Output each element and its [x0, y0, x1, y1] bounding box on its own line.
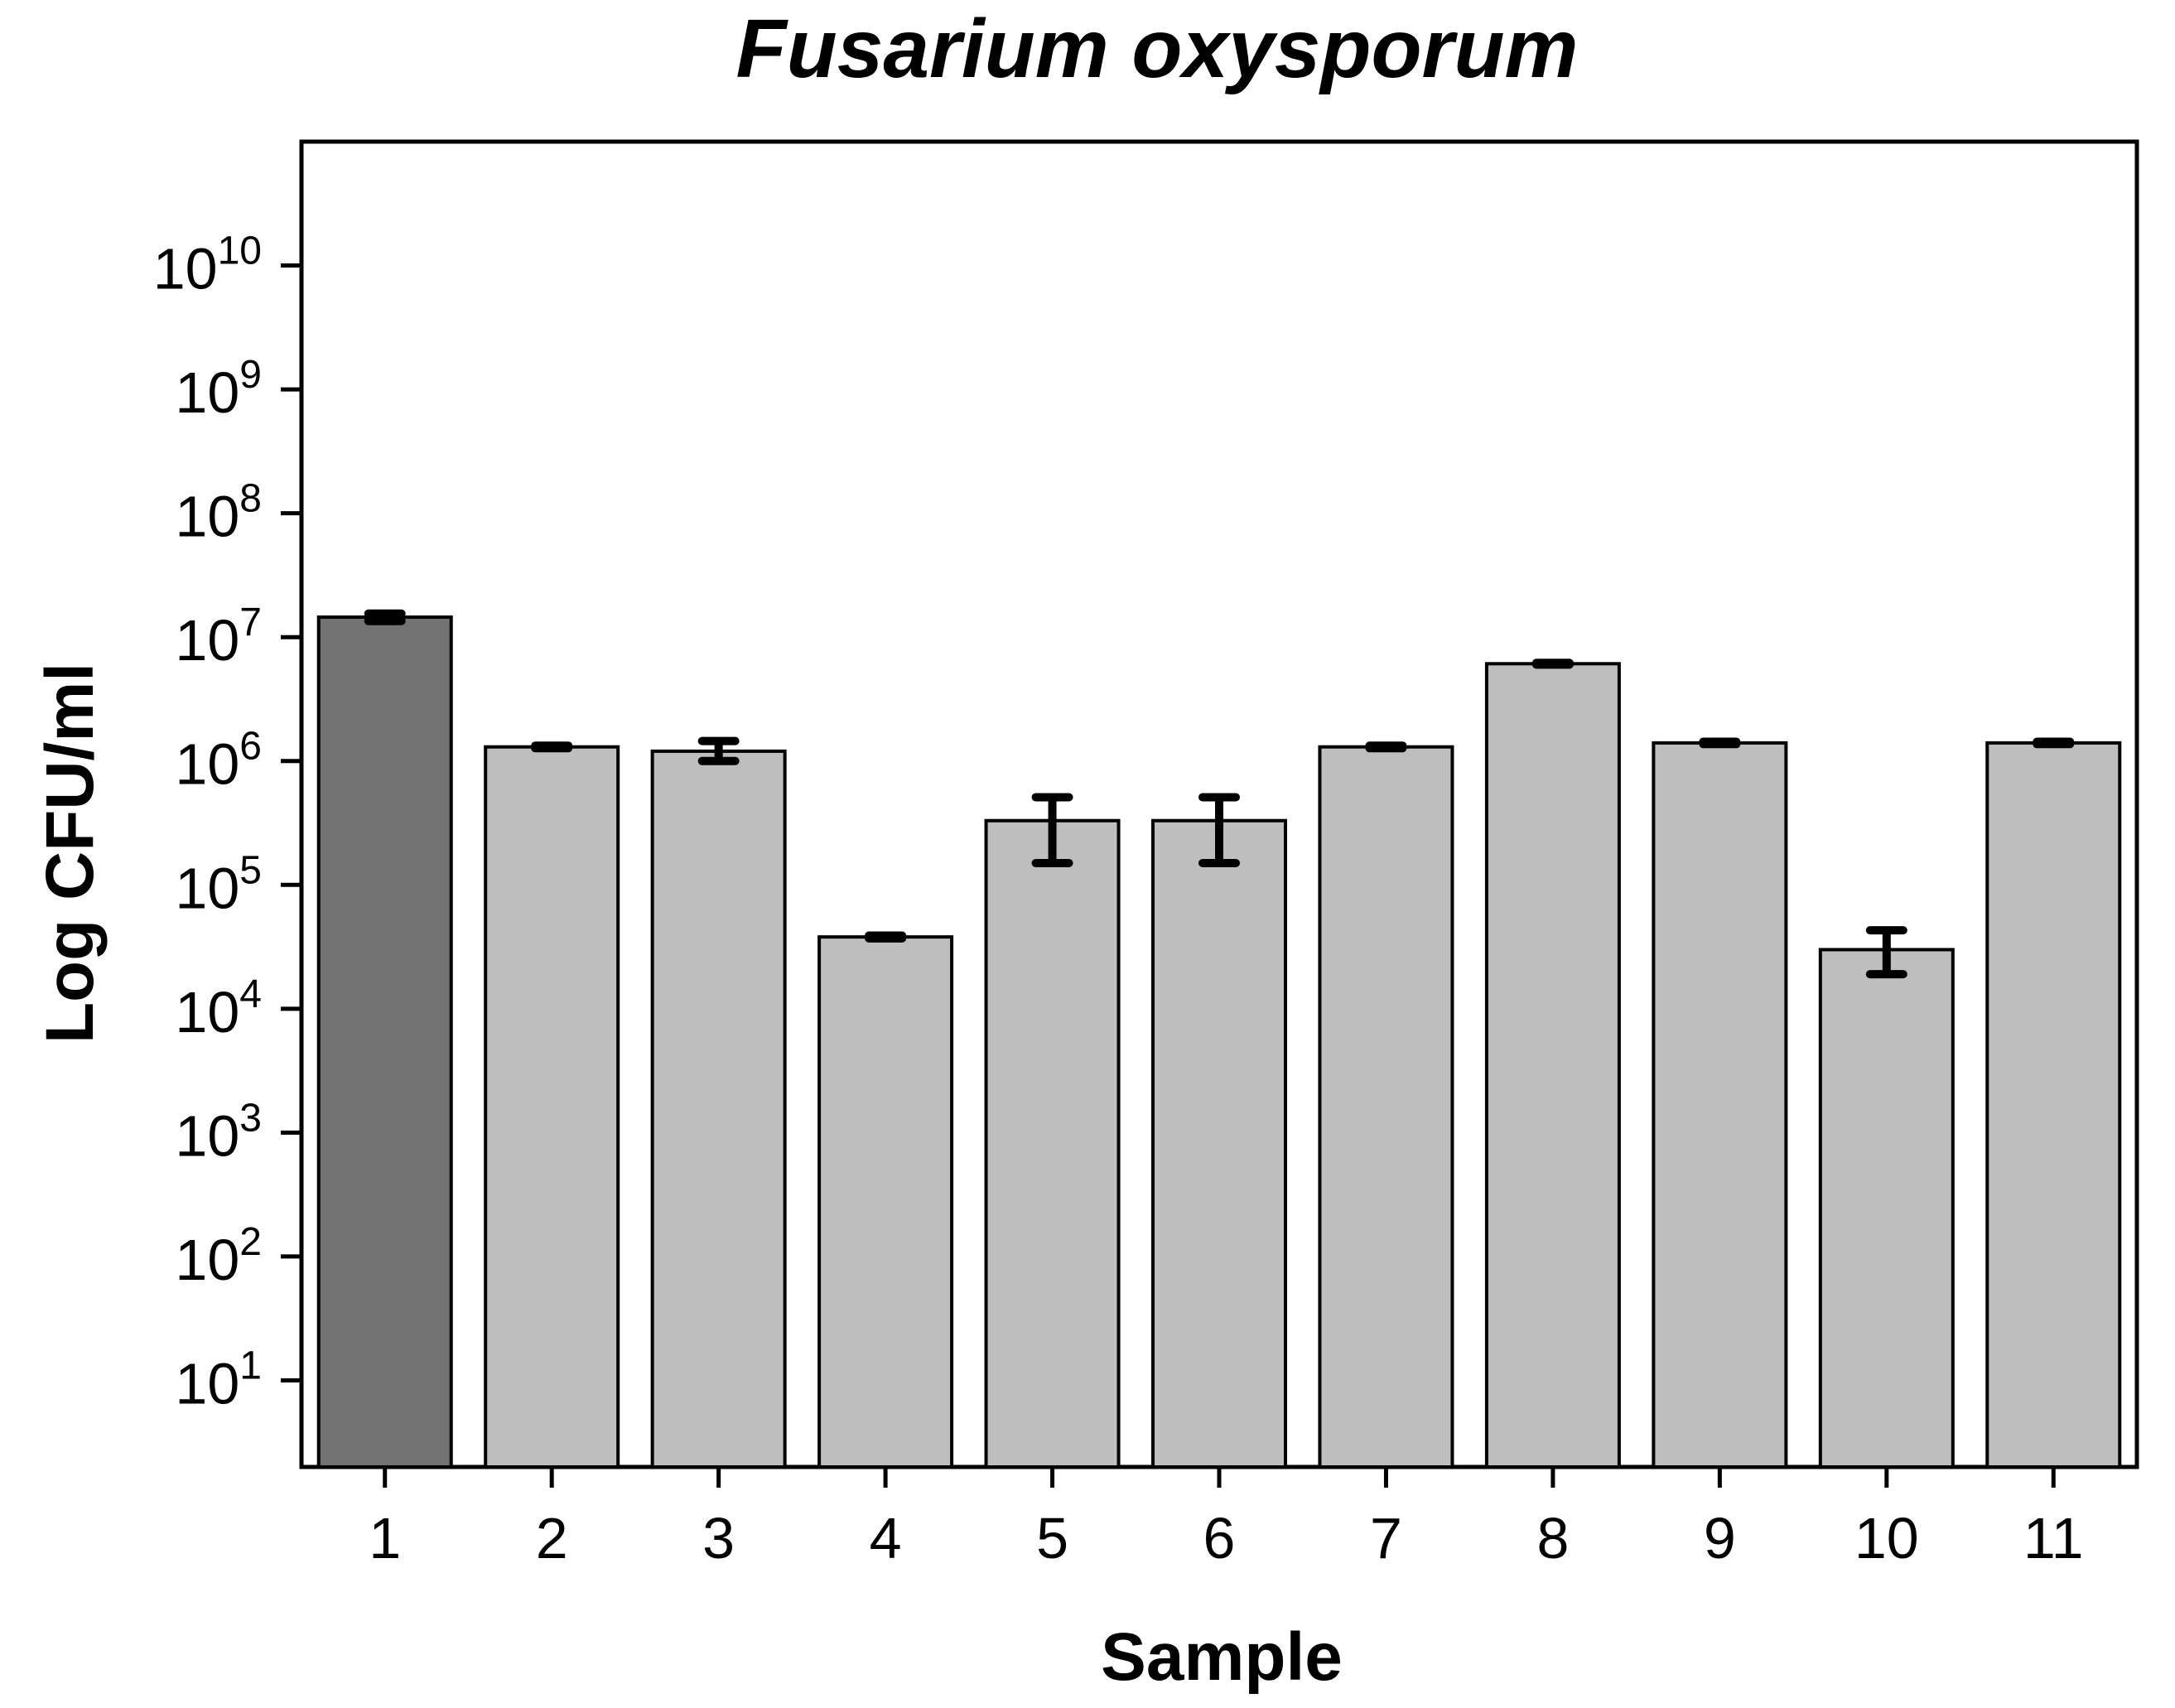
y-axis-label: Log CFU/ml: [32, 663, 108, 1044]
x-tick-label: 2: [536, 1506, 568, 1570]
y-tick-label: 1010: [153, 229, 262, 302]
x-tick-label: 1: [369, 1506, 401, 1570]
x-axis-label: Sample: [1101, 1619, 1343, 1695]
y-tick-label: 109: [175, 353, 262, 425]
x-tick-label: 10: [1854, 1506, 1919, 1570]
y-tick-label: 106: [175, 725, 262, 797]
bar: [650, 749, 787, 1469]
bar: [817, 935, 954, 1469]
x-tick-label: 5: [1036, 1506, 1068, 1570]
y-axis-ticks: 101 102 103 104 105 106 107 108 109 1010: [153, 229, 301, 1416]
bar: [1652, 741, 1788, 1469]
y-tick-label: 104: [175, 972, 262, 1045]
bar: [984, 818, 1121, 1469]
y-tick-label: 108: [175, 477, 262, 549]
y-tick-label: 107: [175, 601, 262, 673]
x-tick-label: 11: [2023, 1506, 2084, 1570]
x-tick-label: 8: [1536, 1506, 1569, 1570]
x-tick-label: 7: [1370, 1506, 1402, 1570]
bars: [316, 615, 2122, 1469]
bar: [1318, 745, 1454, 1469]
bar: [1484, 662, 1621, 1469]
bar: [1818, 948, 1955, 1469]
chart-title: Fusarium oxysporum: [736, 2, 1579, 95]
x-tick-label: 3: [702, 1506, 735, 1570]
x-tick-label: 4: [870, 1506, 902, 1570]
y-tick-label: 102: [175, 1220, 262, 1292]
bar: [1985, 741, 2122, 1469]
y-tick-label: 105: [175, 848, 262, 920]
x-axis-ticks: 1 2 3 4 5 6 7 8 9 10 11: [369, 1467, 2084, 1570]
x-tick-label: 6: [1203, 1506, 1236, 1570]
bar: [316, 615, 453, 1469]
y-tick-label: 103: [175, 1096, 262, 1168]
bar: [1151, 818, 1287, 1469]
error-bars: [364, 609, 2075, 979]
x-tick-label: 9: [1704, 1506, 1736, 1570]
y-tick-label: 101: [175, 1344, 262, 1416]
bar: [484, 745, 620, 1469]
